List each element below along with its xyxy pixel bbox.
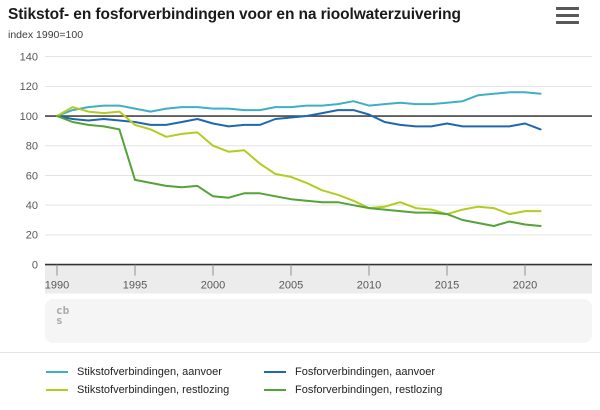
x-tick-label: 2010 xyxy=(357,280,381,292)
chart-subtitle: index 1990=100 xyxy=(8,29,84,41)
x-tick-label: 2000 xyxy=(201,280,225,292)
series-line-2[interactable] xyxy=(56,109,542,131)
page-title: Stikstof- en fosforverbindingen voor en … xyxy=(8,6,461,23)
menu-bar xyxy=(556,13,579,18)
y-tick-label: 80 xyxy=(26,141,38,153)
menu-bar xyxy=(556,7,579,11)
x-tick-label: 2015 xyxy=(435,280,459,292)
chart-header: Stikstof- en fosforverbindingen voor en … xyxy=(8,6,560,41)
x-tick-label: 1990 xyxy=(45,280,69,292)
legend-item-2[interactable]: Fosforverbindingen, aanvoer xyxy=(264,366,442,378)
hamburger-menu-icon[interactable] xyxy=(556,7,581,24)
series-line-3[interactable] xyxy=(56,106,542,216)
cbs-logo-top: cb xyxy=(56,304,70,317)
y-tick-label: 140 xyxy=(20,51,38,63)
legend-separator xyxy=(0,352,600,353)
legend-dash-icon xyxy=(46,388,68,392)
cbs-logo-bottom: s xyxy=(56,314,63,327)
series-line-1[interactable] xyxy=(56,91,542,117)
x-axis-band xyxy=(45,265,592,294)
y-tick-label: 120 xyxy=(20,81,38,93)
y-tick-label: 40 xyxy=(26,200,38,212)
legend-label: Fosforverbindingen, aanvoer xyxy=(295,366,436,378)
y-tick-label: 100 xyxy=(20,111,38,123)
legend-dash-icon xyxy=(264,370,286,374)
menu-bar xyxy=(556,20,579,24)
chart-footer-panel xyxy=(45,299,592,343)
legend-label: Stikstofverbindingen, aanvoer xyxy=(77,366,222,378)
legend-item-3[interactable]: Stikstofverbindingen, restlozing xyxy=(46,384,264,396)
x-tick-label: 2005 xyxy=(279,280,303,292)
legend-label: Fosforverbindingen, restlozing xyxy=(295,384,443,396)
legend-item-4[interactable]: Fosforverbindingen, restlozing xyxy=(264,384,442,396)
y-tick-label: 0 xyxy=(32,259,38,271)
line-chart: 0 20 40 60 80 100 120 140 1990 1995 2000 2005 2010 20… xyxy=(20,51,592,343)
y-tick-label: 20 xyxy=(26,230,38,242)
series-line-4[interactable] xyxy=(56,115,542,227)
legend-item-1[interactable]: Stikstofverbindingen, aanvoer xyxy=(46,366,264,378)
cbs-logo: cb s xyxy=(56,304,70,327)
x-tick-label: 2020 xyxy=(513,280,537,292)
legend-label: Stikstofverbindingen, restlozing xyxy=(77,384,230,396)
chart-legend: Stikstofverbindingen, aanvoer Fosforverbi… xyxy=(46,366,442,396)
y-tick-label: 60 xyxy=(26,170,38,182)
legend-dash-icon xyxy=(264,388,286,392)
x-tick-label: 1995 xyxy=(123,280,147,292)
legend-dash-icon xyxy=(46,370,68,374)
